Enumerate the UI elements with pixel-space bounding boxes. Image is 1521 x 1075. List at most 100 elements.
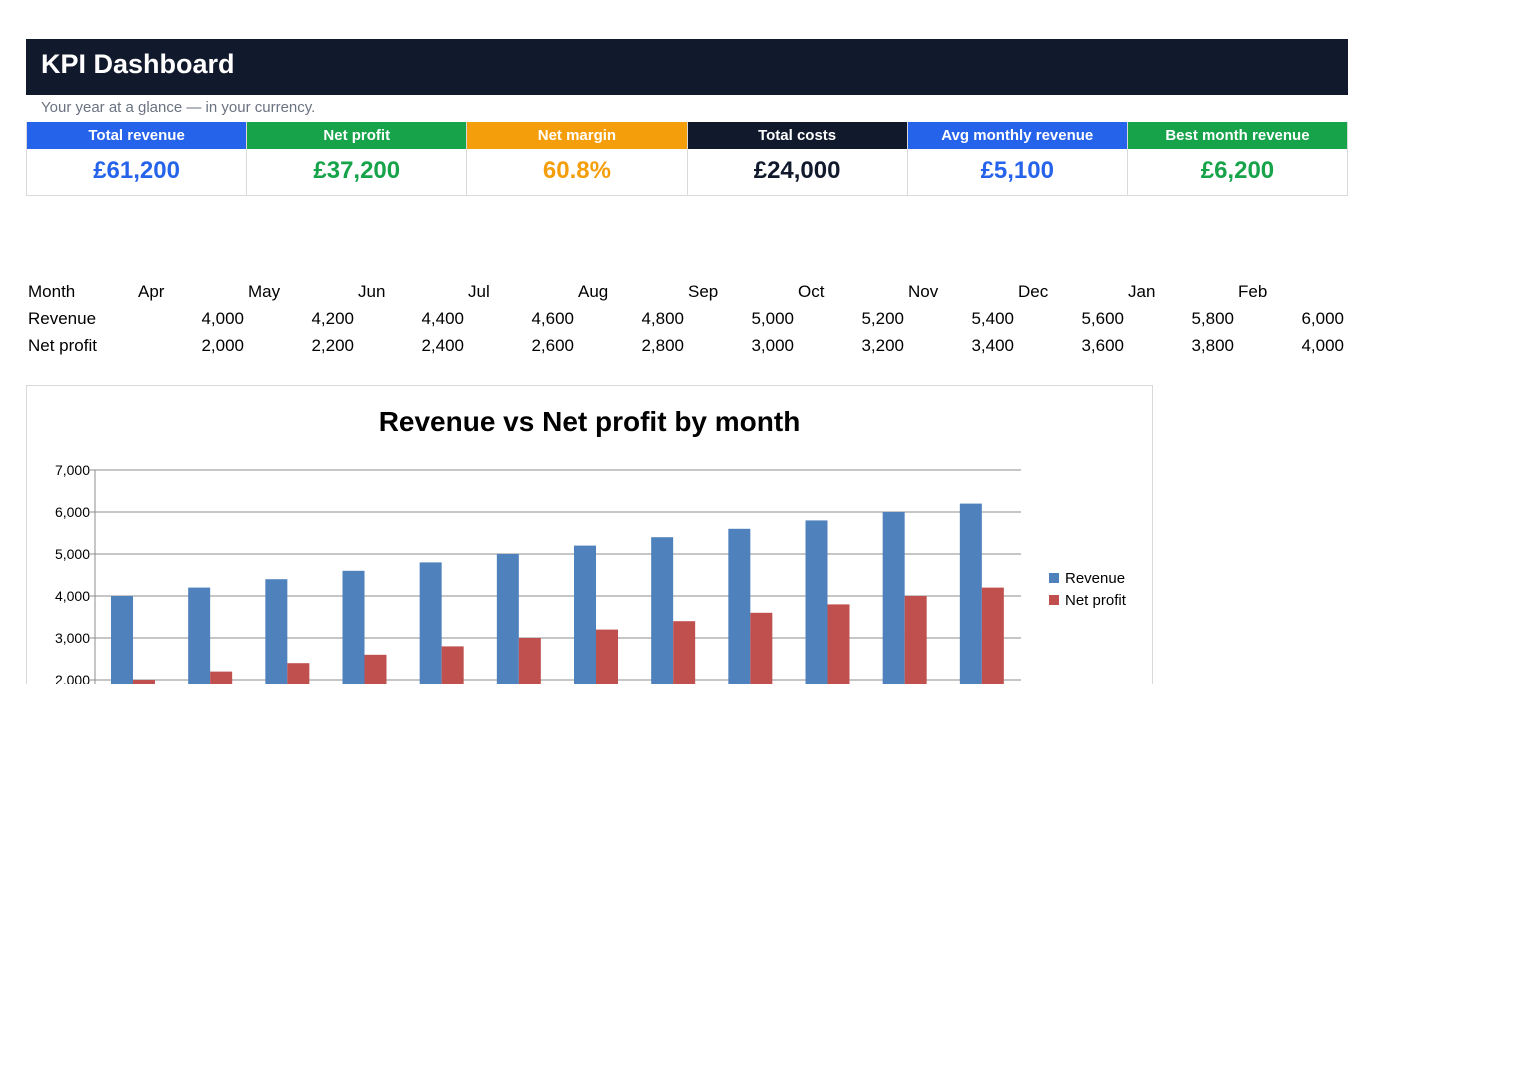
table-cell: 3,200 bbox=[861, 335, 904, 355]
table-cell: 5,600 bbox=[1081, 308, 1124, 328]
title-bar: KPI Dashboard bbox=[26, 39, 1348, 95]
table-row-revenue: Revenue 4,000 4,200 4,400 4,600 4,800 5,000 5,… bbox=[26, 305, 1456, 332]
net-profit-bar bbox=[518, 638, 541, 684]
net-profit-bar bbox=[210, 671, 233, 684]
table-month-header: Jul bbox=[468, 281, 490, 301]
net-profit-bar bbox=[133, 680, 155, 684]
table-cell: 2,000 bbox=[201, 335, 244, 355]
kpi-card: Net profit £37,200 bbox=[247, 122, 468, 196]
table-cell: 5,800 bbox=[1191, 308, 1234, 328]
revenue-bar bbox=[496, 554, 519, 684]
revenue-bar bbox=[188, 587, 211, 684]
table-cell: 5,200 bbox=[861, 308, 904, 328]
y-tick-label: 5,000 bbox=[55, 546, 90, 562]
y-tick-label: 6,000 bbox=[55, 504, 90, 520]
revenue-bar bbox=[882, 512, 905, 684]
table-month-header: Feb bbox=[1238, 281, 1268, 301]
table-cell: 4,800 bbox=[641, 308, 684, 328]
kpi-value: £5,100 bbox=[907, 149, 1127, 196]
table-cell: 4,200 bbox=[311, 308, 354, 328]
table-month-header: Jun bbox=[358, 281, 386, 301]
table-month-header: Sep bbox=[688, 281, 719, 301]
table-row-months: Month Apr May Jun Jul Aug Sep Oct Nov Dec Jan Feb bbox=[26, 278, 1456, 305]
table-cell: 5,000 bbox=[751, 308, 794, 328]
table-cell: 4,000 bbox=[201, 308, 244, 328]
kpi-card: Total costs £24,000 bbox=[687, 122, 908, 196]
table-cell: 3,800 bbox=[1191, 335, 1234, 355]
table-month-header: Aug bbox=[578, 281, 609, 301]
revenue-bar bbox=[574, 545, 596, 684]
net-profit-bar bbox=[287, 663, 310, 684]
net-profit-bar bbox=[596, 629, 618, 684]
legend-swatch bbox=[1049, 573, 1059, 583]
y-tick-label: 2,000 bbox=[55, 672, 90, 684]
page-subtitle: Your year at a glance — in your currency… bbox=[41, 99, 316, 116]
revenue-bar bbox=[959, 503, 982, 684]
kpi-value: £61,200 bbox=[27, 149, 247, 196]
table-month-header: Apr bbox=[138, 281, 165, 301]
kpi-value: 60.8% bbox=[467, 149, 687, 196]
y-tick-label: 4,000 bbox=[55, 588, 90, 604]
table-header-month: Month bbox=[28, 281, 76, 301]
kpi-value: £37,200 bbox=[247, 149, 467, 196]
table-cell: 6,000 bbox=[1301, 308, 1344, 328]
y-tick-label: 3,000 bbox=[55, 630, 90, 646]
table-row-net-profit: Net profit 2,000 2,200 2,400 2,600 2,800 3,00… bbox=[26, 332, 1456, 359]
revenue-bar bbox=[651, 537, 674, 684]
kpi-card: Total revenue £61,200 bbox=[26, 122, 248, 196]
kpi-card: Avg monthly revenue £5,100 bbox=[907, 122, 1128, 196]
table-month-header: Dec bbox=[1018, 281, 1049, 301]
bar-chart: 2,000 3,000 4,000 5,000 6,000 7,000 Revenue Net… bbox=[55, 462, 1127, 684]
table-cell: 4,600 bbox=[531, 308, 574, 328]
table-month-header: Jan bbox=[1128, 281, 1156, 301]
table-cell: 2,600 bbox=[531, 335, 574, 355]
net-profit-bar bbox=[673, 621, 696, 684]
legend-label: Revenue bbox=[1065, 570, 1125, 587]
kpi-label: Best month revenue bbox=[1127, 122, 1348, 149]
net-profit-bar bbox=[441, 646, 464, 684]
kpi-label: Avg monthly revenue bbox=[907, 122, 1127, 149]
net-profit-bar bbox=[750, 612, 773, 684]
table-cell: 2,800 bbox=[641, 335, 684, 355]
page-title: KPI Dashboard bbox=[41, 49, 235, 79]
kpi-row: Total revenue £61,200 Net profit £37,200 Net… bbox=[26, 122, 1349, 196]
table-month-header: Oct bbox=[798, 281, 825, 301]
revenue-bar bbox=[728, 528, 751, 684]
net-profit-bar bbox=[981, 587, 1004, 684]
kpi-value: £6,200 bbox=[1127, 149, 1348, 196]
table-cell: 2,200 bbox=[311, 335, 354, 355]
legend-swatch bbox=[1049, 595, 1059, 605]
revenue-bar bbox=[111, 596, 133, 684]
table-cell: 2,400 bbox=[421, 335, 464, 355]
y-tick-label: 7,000 bbox=[55, 462, 90, 478]
revenue-bar bbox=[419, 562, 442, 684]
table-cell: 3,000 bbox=[751, 335, 794, 355]
table-cell: 4,400 bbox=[421, 308, 464, 328]
table-month-header: Nov bbox=[908, 281, 939, 301]
chart-container: Revenue vs Net profit by month 2,000 3,00… bbox=[26, 385, 1153, 684]
kpi-label: Total revenue bbox=[27, 122, 247, 149]
table-cell: 5,400 bbox=[971, 308, 1014, 328]
table-cell: 3,400 bbox=[971, 335, 1014, 355]
revenue-bar bbox=[342, 570, 365, 684]
kpi-label: Total costs bbox=[687, 122, 907, 149]
revenue-bar bbox=[805, 520, 828, 684]
net-profit-bar bbox=[827, 604, 850, 684]
kpi-card: Net margin 60.8% bbox=[467, 122, 688, 196]
net-profit-bar bbox=[364, 654, 387, 684]
kpi-label: Net profit bbox=[247, 122, 467, 149]
chart-title: Revenue vs Net profit by month bbox=[378, 406, 801, 437]
legend-label: Net profit bbox=[1065, 592, 1127, 609]
table-cell: 3,600 bbox=[1081, 335, 1124, 355]
kpi-card: Best month revenue £6,200 bbox=[1127, 122, 1349, 196]
table-month-header: May bbox=[248, 281, 281, 301]
table-cell: 4,000 bbox=[1301, 335, 1344, 355]
kpi-value: £24,000 bbox=[687, 149, 907, 196]
revenue-bar bbox=[265, 579, 288, 684]
kpi-label: Net margin bbox=[467, 122, 687, 149]
table-month-header-empty bbox=[1346, 278, 1456, 305]
net-profit-bar bbox=[904, 596, 927, 684]
table-row-label: Net profit bbox=[28, 335, 97, 355]
table-row-label: Revenue bbox=[28, 308, 97, 328]
monthly-data-table: Month Apr May Jun Jul Aug Sep Oct Nov Dec Jan Feb … bbox=[26, 278, 1456, 359]
